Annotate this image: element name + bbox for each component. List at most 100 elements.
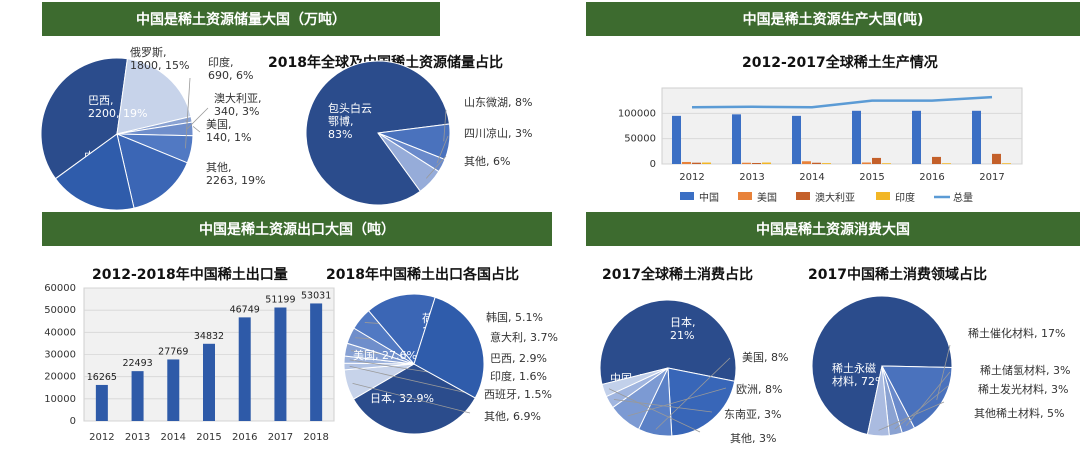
reserves_world-label-3: 澳大利亚, 340, 3% <box>214 91 262 118</box>
export-data-label-4: 46749 <box>230 304 260 315</box>
production-xtick-5: 2017 <box>979 172 1004 183</box>
consumption-band: 中国是稀土资源消费大国 <box>586 212 1080 246</box>
production-bar-印度-2016 <box>942 163 951 164</box>
consumption_china-label-2: 稀土储氢材料, 3% <box>980 363 1070 377</box>
consumption_world-label-3: 欧洲, 8% <box>736 383 782 396</box>
export-bar-2014 <box>167 359 180 421</box>
production-bar-澳大利亚-2012 <box>692 162 701 164</box>
reserves-band: 中国是稀土资源储量大国（万吨） <box>42 2 440 36</box>
consumption_china-label-3: 稀土发光材料, 3% <box>978 382 1068 396</box>
export-xtick-2: 2014 <box>161 432 186 443</box>
reserves_world-label-5: 俄罗斯, 1800, 15% <box>130 46 189 72</box>
production-bar-中国-2013 <box>732 114 741 164</box>
production-xtick-2: 2014 <box>799 172 824 183</box>
production-xtick-0: 2012 <box>679 172 704 183</box>
export_share-label-4: 巴西, 2.9% <box>490 352 547 365</box>
consumption_china-leader-4 <box>878 401 945 431</box>
consumption_china-slice-0 <box>811 295 953 436</box>
export-ytick-4: 40000 <box>44 327 76 338</box>
export-ytick-3: 30000 <box>44 350 76 361</box>
export-data-label-5: 51199 <box>265 295 295 306</box>
consumption_world-slice-1 <box>667 367 736 437</box>
export-xtick-5: 2017 <box>268 432 293 443</box>
production-legend-label-1: 美国 <box>757 191 777 204</box>
production-bar-中国-2016 <box>912 110 921 164</box>
production-legend-label-2: 澳大利亚 <box>815 191 855 204</box>
production-bar-澳大利亚-2013 <box>752 162 761 164</box>
production-bar-中国-2014 <box>792 115 801 164</box>
reserves_world-leader-4 <box>185 77 191 149</box>
production-bar-澳大利亚-2017 <box>992 153 1001 164</box>
production-bar-美国-2014 <box>802 161 811 164</box>
export-volume-title: 2012-2018年中国稀土出口量 <box>92 267 288 283</box>
consumption_world-leader-4 <box>613 399 713 413</box>
reserves_china-label-1: 山东微湖, 8% <box>464 95 532 109</box>
consumption_china-slice-4 <box>866 365 890 437</box>
export-share-title: 2018年中国稀土出口各国占比 <box>326 267 519 283</box>
production-bar-印度-2015 <box>882 163 891 164</box>
export-data-label-1: 22493 <box>122 358 152 369</box>
consumption_world-label-1: 日本, 21% <box>670 315 696 342</box>
export-bar-2013 <box>131 371 144 421</box>
production-plot-area <box>661 87 1023 165</box>
consumption_world-label-4: 东南亚, 3% <box>724 408 781 421</box>
consumption_world-leader-3 <box>627 387 727 417</box>
production-bar-中国-2015 <box>852 110 861 164</box>
export_share-leader-2 <box>349 365 477 396</box>
production-ytick-1: 50000 <box>624 134 656 145</box>
reserves_china-slice-0 <box>305 60 450 206</box>
export-ytick-0: 0 <box>70 416 76 427</box>
export_share-leader-1 <box>352 382 471 414</box>
export_share-label-8: 美国, 27.6% <box>353 349 417 362</box>
consumption_china-leader-3 <box>894 385 949 430</box>
export-data-label-2: 27769 <box>158 346 188 357</box>
production-legend-swatch-1 <box>738 192 752 200</box>
production-legend-label-4: 总量 <box>953 191 973 204</box>
export_share-slice-8 <box>413 296 485 399</box>
production-xtick-1: 2013 <box>739 172 764 183</box>
reserves_china-label-2: 四川凉山, 3% <box>464 126 532 140</box>
consumption_world-label-5: 其他, 3% <box>730 432 776 445</box>
export-ytick-2: 20000 <box>44 372 76 383</box>
consumption-china-title: 2017中国稀土消费领域占比 <box>808 267 987 283</box>
production-legend-swatch-3 <box>876 192 890 200</box>
export_share-label-3: 印度, 1.6% <box>490 369 547 383</box>
export_share-label-6: 韩国, 5.1% <box>486 310 543 324</box>
export-data-label-3: 34832 <box>194 331 224 342</box>
production-bar-澳大利亚-2014 <box>812 162 821 164</box>
production-bar-印度-2014 <box>822 163 831 164</box>
consumption_china-label-0: 稀土永磁材料, 72% <box>832 361 885 388</box>
production-ytick-0: 0 <box>650 159 656 170</box>
export-bar-2017 <box>274 307 287 421</box>
production-bar-印度-2012 <box>702 162 711 164</box>
consumption_world-slice-0 <box>599 299 737 386</box>
export-xtick-0: 2012 <box>89 432 114 443</box>
reserves_china-slice-3 <box>377 132 440 192</box>
production-line-total <box>691 95 993 109</box>
export-xtick-1: 2013 <box>125 432 150 443</box>
consumption_china-label-4: 其他稀土材料, 5% <box>974 406 1064 420</box>
production-bar-美国-2015 <box>862 162 871 164</box>
export-xtick-6: 2018 <box>303 432 328 443</box>
export_share-label-1: 其他, 6.9% <box>484 410 541 423</box>
production-bar-澳大利亚-2015 <box>872 157 881 164</box>
export-ytick-6: 60000 <box>44 283 76 294</box>
reserves_world-label-6: 巴西, 2200, 19% <box>88 94 147 120</box>
reserves_world-label-4: 印度, 690, 6% <box>208 55 253 82</box>
consumption-world-title: 2017全球稀土消费占比 <box>602 267 753 283</box>
production-title: 2012-2017全球稀土生产情况 <box>742 55 938 71</box>
export-ytick-1: 10000 <box>44 394 76 405</box>
production-legend-swatch-2 <box>796 192 810 200</box>
reserves_china-label-0: 包头白云鄂博, 83% <box>328 101 372 141</box>
export_share-slice-7 <box>367 293 436 366</box>
export-xtick-4: 2016 <box>232 432 257 443</box>
export-band: 中国是稀土资源出口大国（吨） <box>42 212 552 246</box>
export_share-label-0: 日本, 32.9% <box>370 391 434 405</box>
consumption_world-leader-2 <box>655 357 731 430</box>
production-ytick-2: 100000 <box>618 108 656 119</box>
reserves_china-leader-1 <box>443 109 447 142</box>
export-bar-2012 <box>95 384 108 421</box>
production-legend-label-3: 印度 <box>895 191 915 204</box>
reserves_china-leader-2 <box>436 135 449 164</box>
